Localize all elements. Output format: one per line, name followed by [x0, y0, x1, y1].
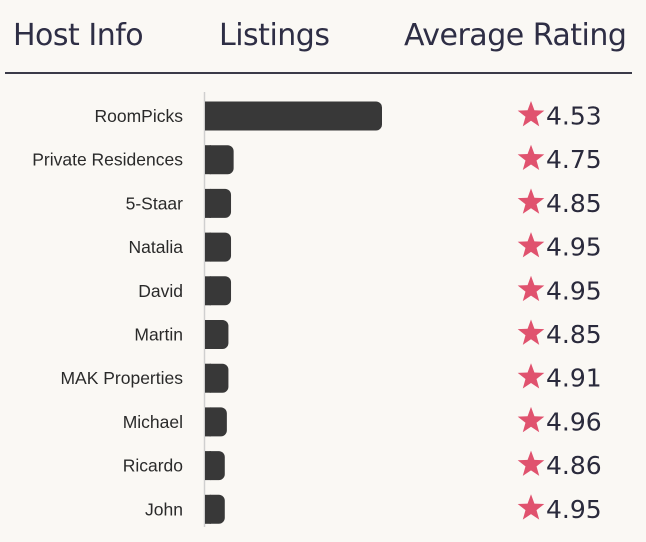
host-label: Natalia [129, 237, 184, 257]
listings-bar [205, 276, 232, 306]
rating-value: 4.86 [546, 451, 602, 480]
host-label: Ricardo [123, 456, 183, 476]
host-label: RoomPicks [95, 106, 184, 126]
average-rating-header: Average Rating [404, 18, 627, 53]
star-icon [517, 188, 545, 214]
star-icon [517, 101, 545, 127]
rating-value: 4.91 [546, 364, 602, 393]
host-label: MAK Properties [60, 368, 183, 388]
listings-bar-edge [205, 276, 211, 306]
rating-value: 4.53 [546, 102, 602, 131]
rating-value: 4.85 [546, 189, 602, 218]
star-icon [517, 450, 545, 476]
host-info-header: Host Info [13, 18, 144, 53]
star-icon [517, 494, 545, 520]
table-header: Host Info Listings Average Rating [0, 0, 646, 74]
header-divider [5, 72, 632, 74]
host-label: 5-Staar [126, 193, 184, 213]
listings-bar [205, 188, 232, 218]
listings-bar-edge [205, 451, 211, 481]
listings-bar-edge [205, 407, 211, 437]
host-label: David [138, 281, 183, 301]
host-label: Martin [134, 325, 183, 345]
rating-value: 4.96 [546, 407, 602, 436]
listings-bar-edge [205, 232, 211, 262]
listings-bar-edge [205, 145, 211, 175]
host-label: John [145, 499, 183, 519]
listings-bar-edge [205, 363, 211, 393]
rating-value: 4.95 [546, 233, 602, 262]
star-icon [517, 363, 545, 389]
host-label: Private Residences [32, 150, 183, 170]
listings-bar [205, 145, 234, 175]
star-icon [517, 144, 545, 171]
listings-bar [205, 232, 232, 262]
listings-bar [205, 101, 382, 131]
rating-value: 4.95 [546, 495, 602, 524]
rating-value: 4.85 [546, 320, 602, 349]
rating-value: 4.95 [546, 276, 602, 305]
listings-bar-edge [205, 188, 211, 218]
star-icon [517, 232, 545, 258]
listings-bar-edge [205, 494, 211, 524]
rating-value: 4.75 [546, 145, 602, 174]
star-icon [517, 406, 545, 433]
star-icon [517, 319, 545, 345]
listings-header: Listings [219, 18, 330, 53]
listings-bar-edge [205, 101, 211, 131]
listings-bar-edge [205, 320, 211, 349]
host-label: Michael [123, 412, 183, 432]
star-icon [517, 275, 545, 302]
